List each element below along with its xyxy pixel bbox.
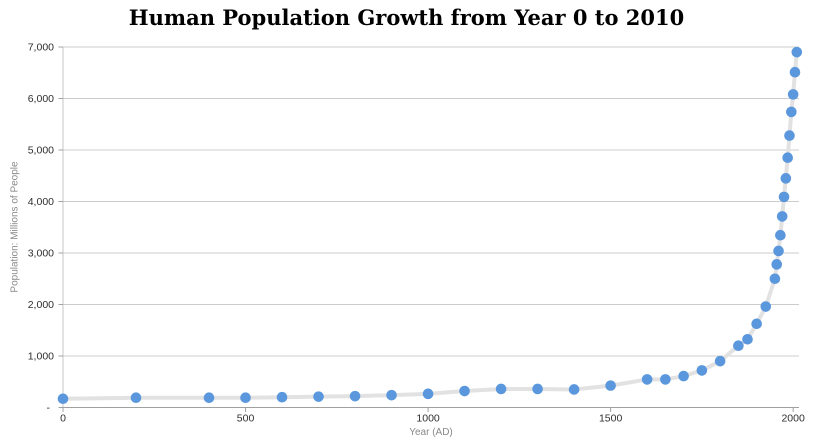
data-point	[786, 106, 797, 118]
y-tick-label: 5,000	[28, 145, 54, 157]
y-tick-label: 3,000	[28, 248, 54, 260]
data-point	[532, 383, 543, 395]
data-point	[568, 384, 580, 395]
data-point	[789, 66, 801, 78]
data-point	[776, 211, 788, 222]
data-point	[422, 388, 434, 400]
data-point	[714, 355, 726, 367]
data-point	[313, 391, 324, 402]
data-point	[733, 340, 744, 352]
chart-title: Human Population Growth from Year 0 to 2…	[128, 5, 685, 30]
data-point	[773, 245, 784, 257]
data-point	[130, 392, 142, 404]
data-point	[459, 385, 470, 397]
data-point	[778, 191, 790, 203]
data-point	[775, 229, 786, 241]
x-tick-label: 1000	[416, 413, 440, 425]
data-point	[203, 392, 215, 404]
y-tick-label: -	[47, 402, 51, 414]
x-axis-title: Year (AD)	[409, 427, 453, 438]
data-point	[771, 259, 783, 270]
data-point	[349, 390, 361, 402]
y-tick-label: 6,000	[28, 93, 54, 105]
y-tick-label: 7,000	[28, 42, 54, 54]
data-point	[787, 89, 799, 100]
data-point	[742, 333, 753, 345]
series-line	[61, 50, 799, 401]
data-point	[782, 152, 793, 164]
data-point	[641, 374, 653, 385]
data-point	[240, 392, 251, 404]
data-point	[605, 380, 616, 391]
y-tick-label: 4,000	[28, 196, 54, 208]
data-point	[780, 173, 792, 184]
x-tick-label: 0	[60, 413, 66, 425]
x-tick-label: 2000	[781, 413, 805, 425]
data-point	[769, 273, 781, 285]
data-point	[660, 374, 671, 385]
data-point	[276, 391, 288, 403]
data-point	[760, 301, 772, 312]
data-point	[751, 318, 762, 330]
data-point	[57, 393, 69, 405]
y-tick-label: 2,000	[28, 299, 54, 311]
y-tick-label: 1,000	[28, 351, 54, 363]
data-point	[678, 370, 689, 382]
x-tick-label: 1500	[599, 413, 623, 425]
data-point	[696, 365, 708, 376]
data-point	[495, 383, 507, 395]
data-point	[784, 130, 795, 141]
x-tick-label: 500	[237, 413, 255, 425]
data-point	[386, 389, 397, 401]
data-point	[791, 46, 803, 58]
